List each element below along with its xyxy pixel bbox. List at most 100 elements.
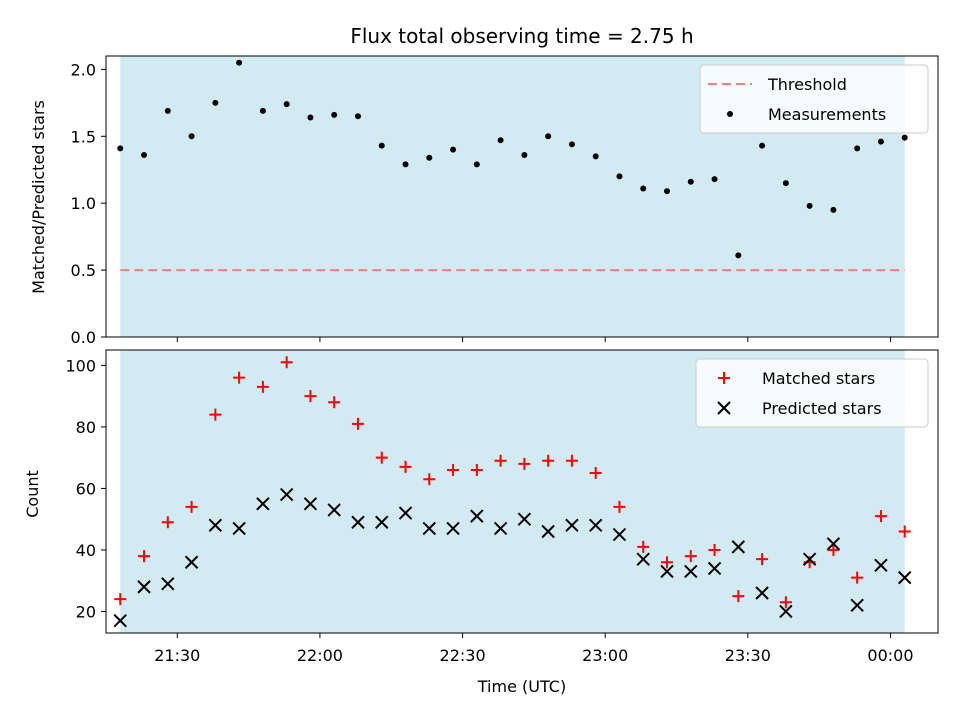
matched-stars-point bbox=[851, 571, 864, 584]
predicted-stars-point bbox=[470, 509, 484, 523]
measurements-point bbox=[545, 133, 552, 140]
predicted-stars-point bbox=[161, 577, 175, 591]
measurements-point bbox=[354, 113, 361, 120]
measurements-point bbox=[830, 206, 837, 213]
predicted-stars-point bbox=[184, 555, 199, 569]
predicted-stars-point bbox=[636, 552, 650, 566]
matched-stars-point bbox=[161, 516, 174, 529]
measurements-point bbox=[664, 188, 671, 195]
measurements-point bbox=[616, 173, 623, 180]
predicted-stars-point bbox=[707, 561, 722, 576]
predicted-stars-point bbox=[398, 506, 413, 520]
predicted-stars-point bbox=[684, 564, 698, 579]
matched-stars-point bbox=[684, 550, 697, 563]
bottom-legend: Matched stars Predicted stars bbox=[695, 358, 929, 428]
predicted-stars-point bbox=[874, 558, 888, 573]
measurements-point bbox=[378, 142, 385, 149]
matched-stars-point bbox=[399, 460, 412, 473]
measurements-point bbox=[212, 99, 219, 106]
predicted-stars-point bbox=[660, 564, 674, 579]
matched-stars-point bbox=[494, 454, 507, 467]
matched-stars-point bbox=[447, 463, 460, 476]
measurements-point bbox=[497, 137, 504, 144]
predicted-stars-point bbox=[612, 527, 627, 542]
measurements-point bbox=[568, 141, 575, 148]
matched-stars-point bbox=[661, 556, 674, 569]
matched-stars-point bbox=[898, 525, 911, 538]
measurements-point bbox=[735, 252, 742, 259]
matched-stars-point bbox=[756, 553, 769, 566]
measurements-point bbox=[307, 114, 314, 121]
predicted-stars-point bbox=[565, 518, 579, 533]
matched-stars-point bbox=[375, 451, 388, 464]
chart-title: Flux total observing time = 2.75 h bbox=[350, 24, 693, 48]
measurements-point bbox=[901, 134, 908, 141]
top-y-axis-label: Matched/Predicted stars bbox=[29, 100, 48, 294]
bottom-plot-frame bbox=[105, 349, 939, 634]
measurements-point bbox=[782, 180, 789, 187]
predicted-stars-point bbox=[541, 524, 555, 539]
measurements-point bbox=[283, 101, 290, 108]
bottom-legend-box bbox=[695, 358, 929, 428]
predicted-stars-point bbox=[779, 604, 793, 619]
bottom-y-tick-label: 20 bbox=[76, 602, 96, 621]
matched-stars-point bbox=[233, 371, 246, 384]
measurements-point bbox=[164, 107, 171, 114]
matched-stars-point bbox=[280, 356, 293, 369]
matched-stars-point bbox=[518, 457, 531, 470]
legend-label-predicted-stars: Predicted stars bbox=[762, 399, 882, 418]
matched-stars-point bbox=[423, 473, 436, 486]
predicted-stars-point bbox=[113, 613, 127, 628]
measurements-point bbox=[592, 153, 599, 160]
legend-swatch-matched-stars bbox=[718, 372, 730, 384]
measurements-point bbox=[877, 138, 884, 145]
measurements-point bbox=[117, 145, 124, 152]
matched-stars-point bbox=[256, 380, 269, 393]
predicted-stars-point bbox=[446, 521, 460, 536]
predicted-stars-point bbox=[802, 552, 817, 566]
matched-stars-point bbox=[708, 543, 721, 556]
x-tick-label: 22:30 bbox=[440, 646, 486, 665]
matched-stars-point bbox=[185, 500, 198, 513]
matched-stars-point bbox=[565, 454, 578, 467]
predicted-stars-point bbox=[517, 512, 532, 526]
x-tick-label: 22:00 bbox=[297, 646, 343, 665]
top-plot-frame bbox=[105, 55, 939, 338]
predicted-stars-point bbox=[755, 586, 769, 600]
predicted-stars-point bbox=[303, 497, 318, 511]
measurements-point bbox=[236, 59, 243, 66]
matched-stars-point bbox=[351, 417, 364, 430]
measurements-point bbox=[711, 176, 718, 183]
matched-stars-point bbox=[779, 596, 792, 609]
legend-swatch-measurements bbox=[727, 111, 733, 117]
bottom-panel: 20 40 60 80 100 21:30 22:00 22:30 23:00 23:30 00:0… bbox=[65, 349, 939, 665]
bottom-y-axis-label: Count bbox=[23, 470, 42, 518]
legend-swatch-predicted-stars bbox=[717, 401, 731, 415]
predicted-stars-point bbox=[375, 515, 389, 529]
measurements-point bbox=[473, 161, 480, 168]
top-y-tick-label: 2.0 bbox=[71, 60, 96, 79]
top-y-tick-label: 1.0 bbox=[71, 194, 96, 213]
x-tick-label: 23:00 bbox=[582, 646, 628, 665]
top-y-tick-label: 0.0 bbox=[71, 328, 96, 347]
matched-stars-point bbox=[637, 540, 650, 553]
predicted-stars-point bbox=[232, 521, 246, 536]
matched-stars-point bbox=[827, 543, 840, 556]
x-tick-label: 00:00 bbox=[867, 646, 913, 665]
top-y-tick-label: 0.5 bbox=[71, 261, 96, 280]
predicted-stars-point bbox=[422, 521, 436, 536]
matched-stars-point bbox=[589, 467, 602, 480]
bottom-y-tick-label: 60 bbox=[76, 479, 96, 498]
predicted-stars-point bbox=[256, 497, 270, 511]
measurements-point bbox=[426, 154, 433, 161]
matched-stars-point bbox=[874, 510, 887, 523]
x-axis-label: Time (UTC) bbox=[477, 677, 566, 696]
x-tick-label: 23:30 bbox=[725, 646, 771, 665]
predicted-stars-point bbox=[731, 540, 746, 554]
predicted-stars-point bbox=[898, 570, 912, 585]
predicted-stars-point bbox=[588, 518, 603, 533]
legend-label-matched-stars: Matched stars bbox=[762, 369, 875, 388]
measurements-point bbox=[450, 146, 457, 153]
predicted-stars-point bbox=[850, 598, 864, 613]
predicted-stars-point bbox=[279, 487, 294, 502]
